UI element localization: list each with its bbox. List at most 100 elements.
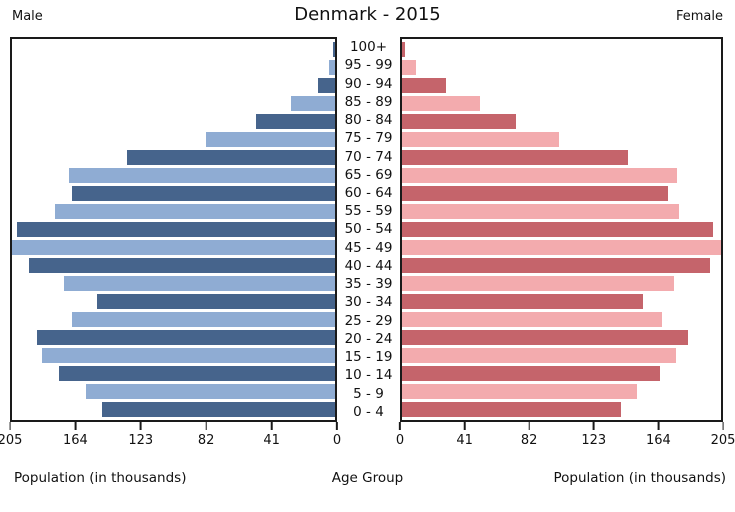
female-bar (402, 221, 714, 237)
age-group-label: 10 - 14 (344, 367, 393, 384)
female-bar (402, 348, 676, 364)
female-bar-row (402, 293, 721, 311)
male-bar-row (12, 58, 335, 76)
male-bar-row (12, 347, 335, 365)
male-plot-area (10, 37, 337, 422)
female-bar (402, 95, 480, 111)
female-bar-row (402, 76, 721, 94)
age-group-label: 0 - 4 (353, 403, 384, 420)
axis-tick-male: 123 (128, 422, 153, 448)
female-bar (402, 77, 446, 93)
female-bar-row (402, 166, 721, 184)
male-bar-row (12, 202, 335, 220)
axis-tick-male: 205 (0, 422, 22, 448)
age-group-label: 90 - 94 (344, 75, 393, 92)
male-bar (290, 95, 335, 111)
female-bar-row (402, 94, 721, 112)
tick-label: 82 (520, 433, 538, 448)
male-bar-row (12, 40, 335, 58)
axis-tick-female: 0 (396, 422, 404, 448)
female-side-label: Female (675, 9, 723, 24)
female-x-axis: 0 41 82 123 164 205 (396, 422, 735, 456)
male-bar (127, 149, 335, 165)
male-bar (256, 113, 335, 129)
axis-tick-male: 164 (63, 422, 88, 448)
female-bar (402, 167, 678, 183)
age-group-label: 70 - 74 (344, 148, 393, 165)
female-bar (402, 113, 516, 129)
female-bar-row (402, 275, 721, 293)
tick-mark (9, 422, 11, 430)
male-x-axis: 205 164 123 82 41 0 (0, 422, 341, 456)
female-bar (402, 258, 711, 274)
axis-tick-female: 41 (456, 422, 473, 448)
tick-label: 123 (128, 433, 154, 448)
age-group-label: 35 - 39 (344, 276, 393, 293)
tick-label: 164 (645, 433, 671, 448)
tick-mark (399, 422, 401, 430)
male-bar (68, 167, 335, 183)
age-group-label: 60 - 64 (344, 184, 393, 201)
age-group-label: 25 - 29 (344, 312, 393, 329)
female-bar (402, 402, 622, 418)
female-axis-title: Population (in thousands) (553, 470, 726, 486)
male-bar-row (12, 293, 335, 311)
female-plot-area (400, 37, 723, 422)
male-bar-row (12, 76, 335, 94)
axis-tick-female: 82 (520, 422, 538, 448)
tick-label: 0 (332, 433, 342, 448)
male-bar-row (12, 311, 335, 329)
female-bar-row (402, 58, 721, 76)
female-bar-row (402, 347, 721, 365)
tick-label: 41 (456, 433, 473, 448)
male-bar-row (12, 329, 335, 347)
age-axis-title: Age Group (331, 470, 404, 486)
tick-label: 205 (0, 433, 23, 448)
female-bar-row (402, 239, 721, 257)
age-group-label: 20 - 24 (344, 330, 393, 347)
female-bar (402, 330, 689, 346)
male-bar-row (12, 275, 335, 293)
tick-label: 205 (710, 433, 735, 448)
axis-tick-male: 0 (333, 422, 341, 448)
male-bar (29, 258, 335, 274)
female-bar (402, 149, 628, 165)
tick-mark (722, 422, 724, 430)
male-bar (317, 77, 335, 93)
female-bar-row (402, 40, 721, 58)
age-group-label: 30 - 34 (344, 294, 393, 311)
age-group-label: 75 - 79 (344, 130, 393, 147)
male-bar (12, 240, 335, 256)
male-bar (71, 185, 335, 201)
tick-mark (593, 422, 595, 430)
female-bar (402, 276, 675, 292)
tick-mark (463, 422, 466, 430)
age-group-label: 95 - 99 (344, 57, 393, 74)
age-group-axis: 100+ 95 - 99 90 - 94 85 - 89 80 - 84 75 - 79 7… (337, 37, 400, 422)
male-bar-row (12, 220, 335, 238)
tick-label: 123 (581, 433, 607, 448)
male-bar-row (12, 401, 335, 419)
male-side-label: Male (12, 9, 43, 24)
age-group-label: 40 - 44 (344, 257, 393, 274)
male-bar (16, 221, 335, 237)
female-bar (402, 185, 669, 201)
age-group-label: 5 - 9 (353, 385, 384, 402)
male-bar-row (12, 257, 335, 275)
male-bar (54, 203, 335, 219)
axis-tick-male: 41 (263, 422, 280, 448)
tick-mark (336, 422, 338, 430)
male-bar-row (12, 94, 335, 112)
male-bar (71, 312, 335, 328)
tick-mark (140, 422, 142, 430)
male-bar (59, 366, 335, 382)
age-group-label: 65 - 69 (344, 166, 393, 183)
female-bar (402, 294, 644, 310)
female-bar-row (402, 383, 721, 401)
tick-label: 41 (263, 433, 280, 448)
female-bar-row (402, 184, 721, 202)
female-bar-row (402, 148, 721, 166)
female-bar-row (402, 112, 721, 130)
female-bar (402, 59, 416, 75)
